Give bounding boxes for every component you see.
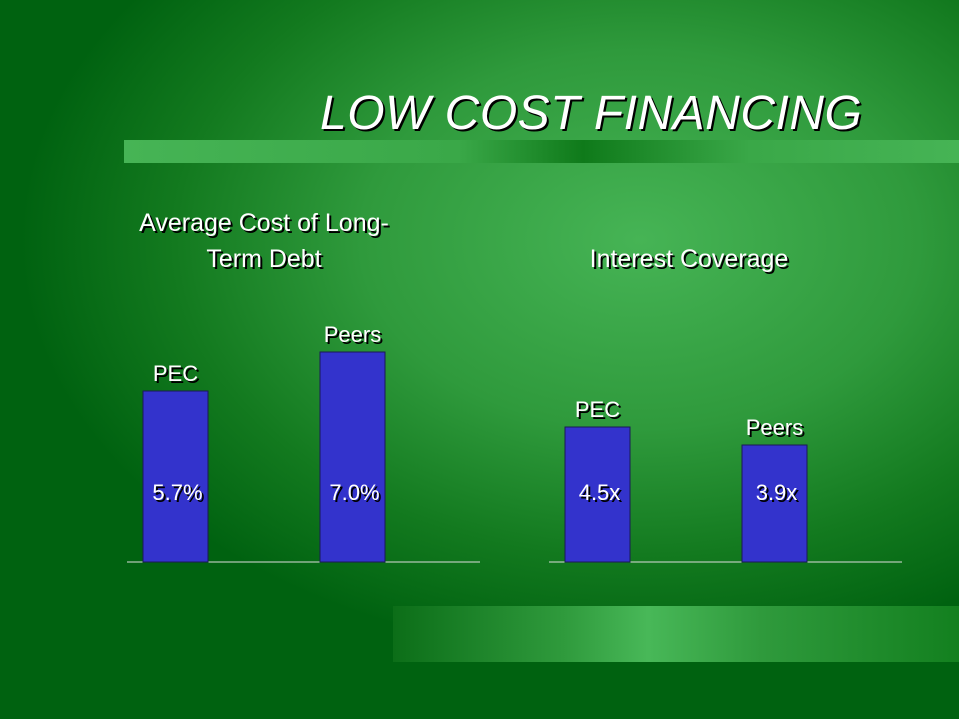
category-label: Peers [746,415,803,440]
chart-title: Average Cost of Long-Term Debt [139,209,389,273]
category-label: PEC [575,397,620,422]
bar [142,390,209,563]
bar [741,444,808,563]
slide-title: LOW COST FINANCING [320,87,863,140]
bar [319,351,386,563]
category-label: Peers [324,322,381,347]
value-label: 4.5x [579,480,621,505]
header-band [124,140,959,163]
value-label: 7.0% [329,480,379,505]
bar [564,426,631,563]
category-label: PEC [153,361,198,386]
value-label: 3.9x [756,480,798,505]
footer-band [393,606,959,662]
value-label: 5.7% [152,480,202,505]
chart-title: Interest Coverage [589,245,789,273]
